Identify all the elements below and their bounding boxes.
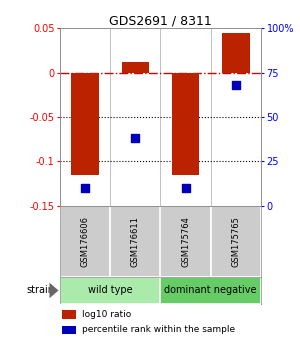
- Point: [133, 136, 138, 141]
- Title: GDS2691 / 8311: GDS2691 / 8311: [109, 14, 212, 27]
- Point: [233, 82, 238, 88]
- Bar: [62, 310, 76, 319]
- Point: [83, 185, 88, 191]
- Text: GSM175764: GSM175764: [181, 216, 190, 267]
- Bar: [60, 276, 160, 304]
- Text: strain: strain: [26, 285, 54, 296]
- Bar: [160, 276, 261, 304]
- Bar: [222, 33, 250, 73]
- Text: dominant negative: dominant negative: [164, 285, 257, 296]
- Text: GSM175765: GSM175765: [231, 216, 240, 267]
- Bar: [60, 206, 110, 276]
- Text: percentile rank within the sample: percentile rank within the sample: [82, 325, 235, 335]
- Text: GSM176611: GSM176611: [131, 216, 140, 267]
- Text: GSM176606: GSM176606: [81, 216, 90, 267]
- Bar: [122, 62, 149, 73]
- Bar: [172, 73, 200, 175]
- Bar: [211, 206, 261, 276]
- Point: [183, 185, 188, 191]
- Text: log10 ratio: log10 ratio: [82, 310, 131, 319]
- Bar: [71, 73, 99, 175]
- Bar: [62, 326, 76, 334]
- Bar: [160, 206, 211, 276]
- Bar: [110, 206, 160, 276]
- Text: wild type: wild type: [88, 285, 133, 296]
